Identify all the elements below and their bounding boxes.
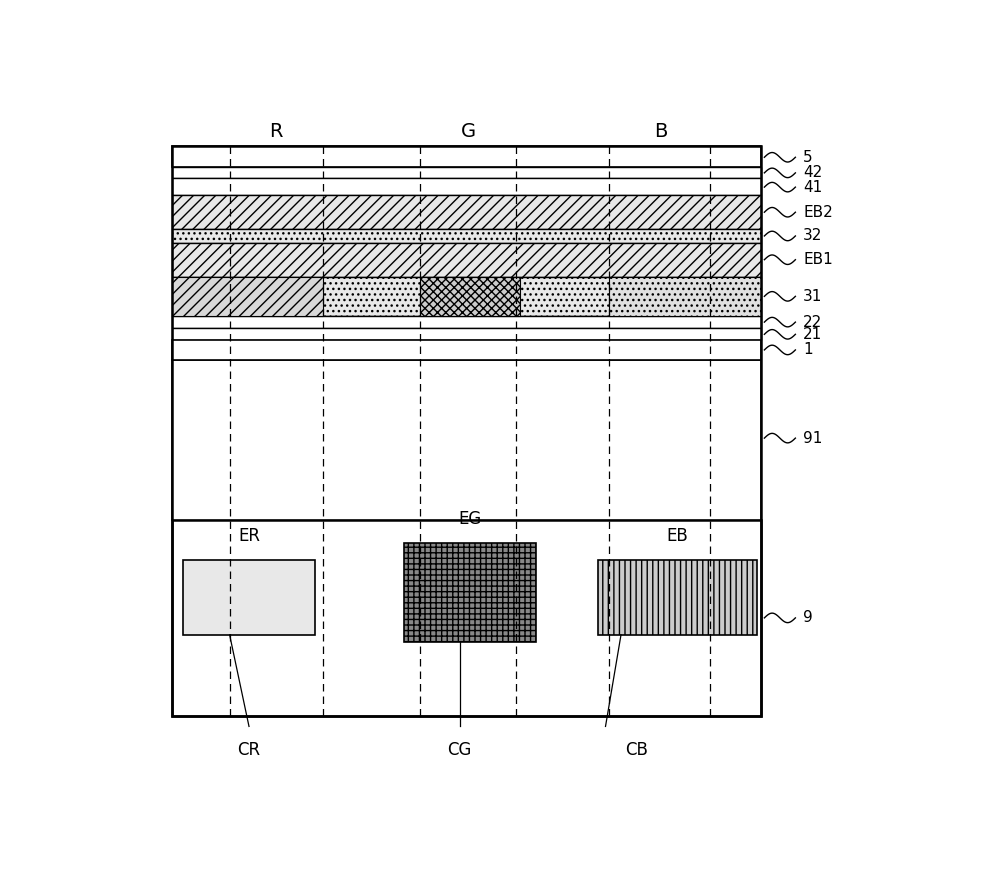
Text: CB: CB — [625, 741, 648, 759]
Text: 9: 9 — [803, 611, 813, 626]
Bar — [172, 167, 761, 178]
Bar — [172, 277, 761, 316]
Bar — [420, 277, 520, 316]
Bar — [172, 316, 761, 329]
Text: B: B — [655, 122, 668, 141]
Text: G: G — [461, 122, 476, 141]
Text: EG: EG — [458, 510, 482, 529]
Text: CG: CG — [448, 741, 472, 759]
Text: 31: 31 — [803, 289, 823, 304]
Bar — [172, 146, 761, 167]
Bar — [172, 229, 761, 243]
Text: 41: 41 — [803, 180, 822, 195]
Text: 42: 42 — [803, 166, 822, 181]
Text: EB1: EB1 — [803, 252, 833, 267]
Bar — [172, 178, 761, 196]
Bar — [172, 329, 761, 340]
Bar — [172, 340, 761, 360]
Bar — [172, 277, 323, 316]
Bar — [172, 146, 761, 716]
Text: CR: CR — [237, 741, 261, 759]
Text: 1: 1 — [803, 343, 813, 358]
Text: 91: 91 — [803, 431, 823, 446]
Bar — [183, 560, 315, 635]
Bar — [172, 243, 761, 277]
Bar — [172, 196, 761, 229]
Text: 5: 5 — [803, 150, 813, 165]
Text: ER: ER — [238, 528, 260, 545]
Text: EB2: EB2 — [803, 204, 833, 219]
Bar — [172, 360, 761, 520]
Bar — [609, 277, 761, 316]
Bar — [598, 560, 757, 635]
Text: R: R — [269, 122, 283, 141]
Bar — [172, 520, 761, 716]
Bar — [404, 544, 536, 641]
Text: 32: 32 — [803, 228, 823, 243]
Text: EB: EB — [666, 528, 688, 545]
Text: 22: 22 — [803, 315, 822, 329]
Text: 21: 21 — [803, 327, 822, 342]
